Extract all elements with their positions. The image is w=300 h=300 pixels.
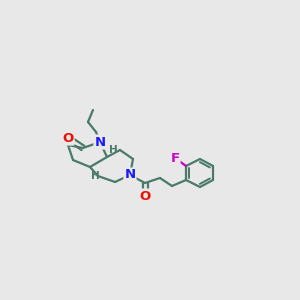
Text: N: N bbox=[124, 169, 136, 182]
Text: H: H bbox=[91, 171, 99, 181]
Text: F: F bbox=[170, 152, 180, 164]
Text: N: N bbox=[94, 136, 106, 148]
Text: O: O bbox=[62, 131, 74, 145]
Text: O: O bbox=[140, 190, 151, 202]
Text: H: H bbox=[109, 145, 117, 155]
